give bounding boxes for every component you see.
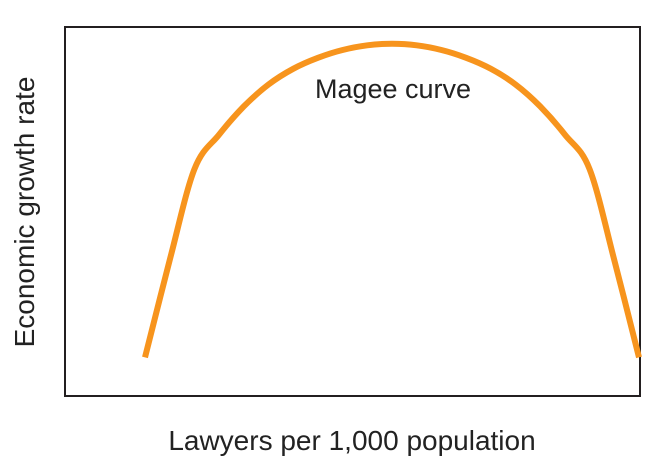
curve-layer: [142, 40, 642, 359]
plot-frame: [64, 26, 641, 397]
series-line-magee-curve: [142, 40, 642, 359]
y-axis-label: Economic growth rate: [9, 77, 40, 348]
x-axis-label: Lawyers per 1,000 population: [168, 425, 535, 456]
series-label: Magee curve: [315, 74, 471, 104]
